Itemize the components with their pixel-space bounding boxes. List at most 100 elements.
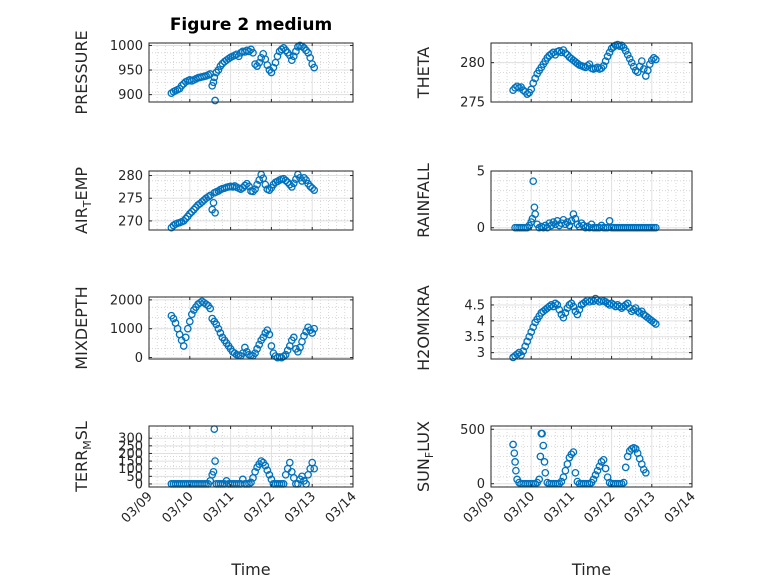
data-point: [251, 467, 259, 476]
data-point: [279, 352, 288, 361]
axes-box: [148, 296, 354, 360]
data-point: [601, 464, 610, 473]
data-point: [635, 309, 644, 317]
data-point: [538, 429, 546, 438]
y-axis-label: MIXDEPTH: [72, 286, 91, 369]
x-tick-label: 03/14: [323, 489, 360, 526]
data-point: [187, 207, 196, 216]
data-point: [563, 460, 572, 468]
data-point: [209, 78, 218, 87]
data-point: [599, 455, 608, 464]
axes-box: [490, 425, 693, 488]
data-point: [575, 305, 584, 314]
x-tick-label: 03/11: [541, 489, 578, 526]
data-point: [625, 54, 634, 63]
x-tick-label: 03/13: [282, 489, 319, 526]
y-tick-label: 3.5: [464, 330, 485, 345]
data-point: [523, 90, 532, 98]
data-point: [621, 463, 630, 472]
y-tick-label: 275: [460, 96, 485, 111]
major-grid: [491, 297, 692, 359]
y-tick-label: 200: [118, 447, 143, 462]
data-point: [179, 342, 188, 350]
data-point: [211, 208, 219, 217]
axes-box: [148, 170, 354, 231]
data-point: [265, 186, 274, 194]
y-axis-label: RAINFALL: [414, 163, 433, 238]
x-axis-label: Time: [230, 560, 270, 579]
data-point: [536, 452, 545, 461]
data-point: [639, 65, 648, 73]
data-point: [283, 346, 292, 355]
axes-box: [490, 296, 693, 360]
data-point: [591, 471, 600, 479]
subplot-rainfall: 0 5 RAINFALL: [414, 163, 693, 238]
y-tick-label: 4: [477, 314, 485, 329]
data-point: [551, 299, 560, 308]
data-point: [651, 320, 660, 328]
y-axis-label: PRESSURE: [72, 30, 91, 114]
data-point: [209, 198, 218, 207]
data-point: [249, 187, 257, 196]
data-point: [206, 304, 215, 313]
data-point: [204, 193, 213, 201]
data-point: [232, 50, 241, 59]
data-point: [649, 318, 658, 327]
y-tick-label: 500: [460, 423, 485, 438]
data-point: [569, 448, 578, 456]
data-point: [277, 45, 286, 54]
data-point: [261, 461, 270, 470]
data-point: [310, 464, 319, 473]
data-point: [224, 54, 233, 63]
data-point: [510, 449, 519, 458]
y-tick-label: 250: [118, 439, 143, 454]
data-point: [529, 79, 538, 87]
x-axis-label: Time: [571, 560, 611, 579]
data-point: [529, 323, 538, 332]
data-point: [211, 457, 219, 465]
figure-title: Figure 2 medium: [170, 15, 332, 35]
data-point: [255, 58, 264, 67]
data-point: [247, 478, 255, 487]
data-point: [300, 332, 308, 340]
data-point: [245, 47, 253, 56]
subplot-theta: 275 280 THETA: [414, 40, 693, 111]
y-axis-label: THETA: [414, 47, 433, 99]
axes-box: [148, 425, 354, 488]
data-point: [249, 48, 257, 57]
data-point: [185, 209, 194, 218]
subplot-pressure: 900 950 1000 PRESSURE Figure 2 medium: [72, 15, 354, 115]
data-point: [527, 328, 536, 336]
data-point: [255, 340, 264, 349]
data-point: [577, 219, 586, 228]
x-tick-label: 03/12: [241, 489, 278, 526]
data-point: [597, 458, 606, 466]
data-point: [519, 347, 528, 355]
data-point: [545, 302, 554, 311]
data-point: [183, 324, 192, 333]
data-point: [509, 440, 517, 449]
data-point: [617, 41, 626, 50]
data-point: [257, 53, 266, 62]
y-axis-label: TERRMSL: [72, 421, 94, 493]
data-point: [216, 329, 225, 337]
data-point: [557, 477, 566, 486]
data-point: [561, 466, 570, 475]
data-point: [308, 329, 317, 337]
data-point: [294, 347, 302, 356]
data-point: [623, 50, 632, 59]
data-point: [651, 223, 660, 232]
y-tick-label: 280: [118, 169, 143, 184]
data-point: [300, 173, 308, 182]
data-point: [251, 185, 259, 194]
data-point: [613, 40, 622, 49]
y-tick-label: 0: [477, 477, 485, 492]
data-point: [190, 205, 198, 214]
data-point: [651, 55, 660, 64]
y-tick-label: 100: [118, 462, 143, 477]
major-grid: [149, 43, 353, 102]
data-point: [559, 473, 568, 482]
data-point: [645, 60, 654, 69]
x-tick-label: 03/11: [200, 489, 237, 526]
